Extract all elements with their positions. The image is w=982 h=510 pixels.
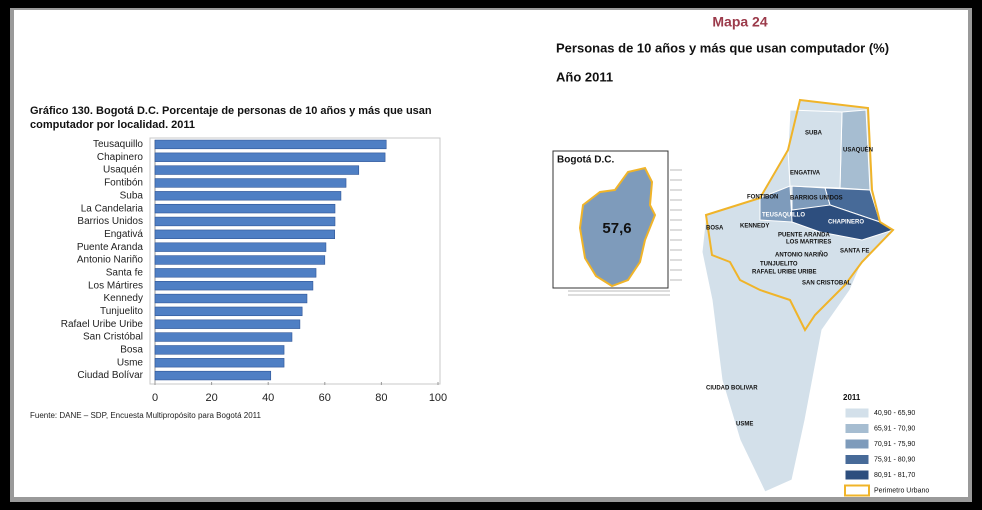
x-tick-label: 60: [319, 392, 331, 404]
map-label: TEUSAQUILLO: [762, 213, 805, 219]
legend-swatch: [844, 484, 870, 497]
legend-label: Perimetro Urbano: [874, 487, 929, 494]
x-tick-label: 20: [205, 392, 217, 404]
map-label: KENNEDY: [740, 224, 769, 230]
x-tick-label: 0: [152, 392, 158, 404]
map-label: USAQUÉN: [843, 146, 873, 154]
map-heading: Mapa 24: [712, 14, 767, 30]
legend-swatch: [844, 407, 870, 419]
inset-shape: [578, 166, 657, 288]
bar: [154, 268, 317, 278]
map-label: FONTIBON: [747, 195, 778, 201]
bar: [154, 165, 360, 175]
y-tick-label: Tunjuelito: [100, 306, 143, 317]
bar: [154, 152, 386, 162]
y-tick-label: Los Mártires: [88, 280, 143, 291]
map-label: CIUDAD BOLIVAR: [706, 386, 758, 392]
y-tick-label: San Cristóbal: [83, 332, 143, 343]
legend-swatch: [844, 423, 870, 434]
y-tick-label: Kennedy: [104, 293, 143, 304]
y-tick-label: La Candelaria: [81, 203, 144, 214]
legend: 40,90 - 65,90 65,91 - 70,90 70,91 - 75,90 7…: [844, 407, 929, 497]
map-subtitle: Año 2011: [556, 69, 613, 84]
map-label: SANTA FE: [840, 249, 869, 255]
map-label: CHAPINERO: [828, 220, 864, 226]
y-tick-label: Usme: [117, 357, 144, 368]
y-tick-label: Chapinero: [97, 152, 144, 163]
y-tick-label: Rafael Uribe Uribe: [61, 319, 144, 330]
bar: [154, 293, 308, 304]
legend-swatch: [844, 469, 870, 481]
inset-lines: [568, 169, 682, 296]
map-label: LOS MARTIRES: [786, 240, 831, 246]
bar: [154, 345, 285, 355]
legend-swatch: [844, 454, 870, 465]
map: [701, 99, 895, 493]
map-labels: SUBA USAQUÉN ENGATIVA FONTIBON BARRIOS U…: [706, 131, 873, 428]
x-tick-label: 100: [429, 392, 447, 404]
bar: [154, 281, 314, 291]
map-label: SUBA: [805, 131, 823, 137]
map-label: PUENTE ARANDA: [778, 233, 830, 239]
bar: [154, 216, 336, 227]
x-tick-label: 40: [262, 392, 274, 404]
bar: [154, 191, 342, 201]
bar: [154, 306, 303, 317]
y-tick-label: Usaquén: [103, 165, 143, 176]
urban-perimeter: [704, 98, 895, 332]
plot-frame: [149, 137, 441, 385]
y-tick-label: Santa fe: [106, 267, 144, 278]
y-tick-label: Barrios Unidos: [77, 216, 143, 227]
legend-label: 40,90 - 65,90: [874, 410, 915, 417]
bar: [154, 203, 336, 214]
y-tick-label: Engativá: [104, 229, 143, 240]
y-tick-label: Bosa: [120, 345, 143, 356]
bar: [154, 139, 387, 150]
legend-label: 80,91 - 81,70: [874, 472, 915, 479]
bar: [154, 319, 301, 329]
map-label: RAFAEL URIBE URIBE: [752, 270, 817, 276]
inset-title: Bogotá D.C.: [557, 155, 614, 166]
map-title: Personas de 10 años y más que usan compu…: [556, 40, 889, 55]
map-label: BOSA: [706, 226, 724, 232]
map-label: TUNJUELITO: [760, 262, 798, 268]
chart-title: Gráfico 130. Bogotá D.C. Porcentaje de p…: [30, 105, 432, 131]
inset-value: 57,6: [602, 220, 631, 237]
chart-title-box: Gráfico 130. Bogotá D.C. Porcentaje de p…: [30, 105, 432, 131]
y-tick-label: Antonio Nariño: [77, 255, 144, 266]
legend-label: 70,91 - 75,90: [874, 441, 915, 448]
bar: [154, 332, 293, 342]
legend-title: 2011: [843, 393, 861, 402]
bar: [154, 242, 327, 252]
legend-swatch: [844, 438, 870, 450]
y-tick-label: Teusaquillo: [93, 139, 143, 150]
y-tick-label: Ciudad Bolívar: [77, 370, 143, 381]
y-tick-label: Suba: [120, 190, 144, 201]
y-tick-label: Puente Aranda: [77, 242, 144, 253]
y-tick-label: Fontibón: [104, 178, 143, 189]
legend-label: 75,91 - 80,90: [874, 456, 915, 463]
map-label: SAN CRISTOBAL: [802, 281, 852, 287]
bar: [154, 178, 347, 188]
bar: [154, 358, 285, 368]
bar: [154, 229, 336, 239]
bar: [154, 255, 326, 265]
source: Fuente: DANE – SDP, Encuesta Multipropós…: [30, 411, 262, 420]
map-label: USME: [736, 422, 753, 428]
map-label: ENGATIVA: [790, 171, 821, 177]
map-label: BARRIOS UNIDOS: [790, 196, 843, 202]
bar: [154, 370, 272, 381]
map-label: ANTONIO NARIÑO: [775, 252, 828, 259]
legend-label: 65,91 - 70,90: [874, 425, 915, 432]
x-tick-label: 80: [375, 392, 387, 404]
